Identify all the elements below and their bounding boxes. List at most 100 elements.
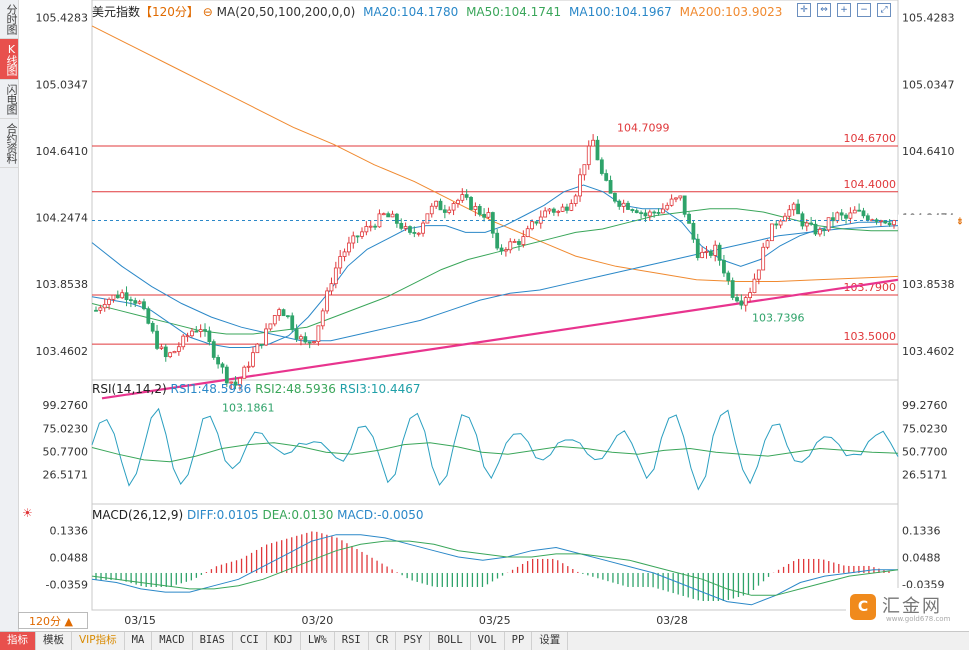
rsi-panel-frame	[91, 379, 899, 505]
candle-up	[98, 307, 103, 311]
price-tick-right: 103.4602	[902, 345, 955, 358]
candle-down	[211, 341, 216, 358]
candle-up	[255, 343, 260, 354]
indicator-gear-icon[interactable]: ☀	[22, 506, 33, 520]
candle-up	[660, 208, 665, 214]
rsi-button[interactable]: RSI	[335, 632, 369, 650]
macd-tick-right: 0.0488	[902, 551, 941, 564]
candle-down	[194, 330, 199, 333]
ma50-value: MA50:104.1741	[466, 5, 562, 19]
macd-tick-left: 0.1336	[50, 524, 89, 537]
candle-up	[804, 222, 809, 227]
ma200-line	[91, 25, 899, 282]
candle-down	[691, 222, 696, 240]
candle-up	[368, 225, 373, 228]
candle-up	[826, 217, 831, 231]
cr-button[interactable]: CR	[369, 632, 397, 650]
candle-down	[307, 341, 312, 344]
indicator-tab[interactable]: 指标	[0, 632, 36, 650]
candle-down	[464, 194, 469, 198]
candle-down	[809, 222, 814, 225]
logo-url: www.gold678.com	[886, 615, 951, 623]
tab-kline[interactable]: K线图	[0, 39, 18, 80]
candle-down	[224, 366, 229, 384]
candle-down	[717, 244, 722, 261]
psy-button[interactable]: PSY	[396, 632, 431, 650]
kdj-button[interactable]: KDJ	[267, 632, 301, 650]
tab-flash[interactable]: 闪电图	[0, 80, 18, 119]
settings-button[interactable]: 设置	[532, 632, 569, 650]
lw-button[interactable]: LW%	[301, 632, 335, 650]
candle-up	[582, 164, 587, 176]
bias-button[interactable]: BIAS	[193, 632, 233, 650]
candle-up	[198, 329, 203, 332]
zoom-out-icon[interactable]: −	[857, 3, 871, 17]
vip-indicator-tab[interactable]: VIP指标	[72, 632, 125, 650]
candle-up	[765, 240, 770, 248]
cci-button[interactable]: CCI	[233, 632, 267, 650]
level-label: 104.6700	[844, 132, 897, 145]
candle-up	[713, 244, 718, 256]
crosshair-icon[interactable]: ✛	[797, 3, 811, 17]
candle-down	[517, 241, 521, 245]
candle-down	[94, 309, 98, 312]
macd-legend: MACD(26,12,9) DIFF:0.0105 DEA:0.0130 MAC…	[92, 508, 424, 522]
candle-up	[569, 203, 574, 211]
macd-button[interactable]: MACD	[152, 632, 193, 650]
candle-down	[695, 238, 700, 259]
candle-down	[490, 212, 495, 234]
period-selector[interactable]: 120分 ▲	[18, 612, 88, 629]
candle-up	[325, 290, 330, 312]
tab-timeshare[interactable]: 分时图	[0, 0, 18, 39]
candle-down	[133, 300, 138, 304]
zoom-in-icon[interactable]: +	[837, 3, 851, 17]
candle-up	[403, 226, 408, 229]
candle-up	[892, 220, 896, 226]
candle-down	[482, 213, 486, 218]
fullscreen-icon[interactable]: ⤢	[877, 3, 891, 17]
rsi-params: RSI(14,14,2)	[92, 382, 167, 396]
rsi-tick-left: 75.0230	[43, 422, 89, 435]
candle-up	[268, 323, 273, 330]
price-tick-right: 105.0347	[902, 78, 955, 91]
macd-tick-right: 0.1336	[902, 524, 941, 537]
candle-down	[142, 301, 146, 310]
chart-toolbox: ✛ ⇔ + − ⤢	[797, 3, 891, 17]
settings-icon[interactable]: ⊖	[202, 5, 213, 19]
zoom-fit-icon[interactable]: ⇔	[817, 3, 831, 17]
candle-up	[159, 346, 164, 349]
candle-down	[477, 206, 482, 215]
macd-panel-frame	[91, 503, 899, 611]
template-tab[interactable]: 模板	[36, 632, 72, 650]
candle-up	[264, 328, 268, 346]
boll-button[interactable]: BOLL	[430, 632, 471, 650]
candle-down	[682, 195, 687, 215]
candle-down	[469, 196, 473, 210]
macd-params: MACD(26,12,9)	[92, 508, 184, 522]
candle-down	[617, 200, 622, 207]
candle-up	[168, 352, 173, 358]
kline-chart[interactable]: 105.4283 105.4283 105.0347 105.0347 104.6410…	[18, 0, 969, 631]
candle-up	[451, 203, 456, 211]
candle-up	[316, 325, 321, 343]
candle-down	[499, 247, 504, 252]
candle-down	[643, 212, 648, 217]
vol-button[interactable]: VOL	[471, 632, 505, 650]
candle-up	[251, 352, 255, 367]
tab-contract-info[interactable]: 合约资料	[0, 119, 18, 168]
candle-down	[163, 346, 168, 358]
candle-up	[473, 206, 478, 210]
candle-up	[538, 216, 543, 224]
diff-line	[91, 534, 898, 606]
candle-up	[573, 195, 578, 204]
candle-down	[796, 203, 800, 215]
pp-button[interactable]: PP	[505, 632, 533, 650]
ma-button[interactable]: MA	[125, 632, 153, 650]
candle-down	[281, 309, 286, 317]
rsi-tick-left: 99.2760	[43, 399, 89, 412]
candle-down	[813, 223, 818, 235]
rsi3-value: RSI3:10.4467	[339, 382, 421, 396]
x-tick-label: 03/28	[656, 614, 688, 627]
candle-down	[861, 210, 866, 217]
candle-up	[560, 206, 565, 212]
